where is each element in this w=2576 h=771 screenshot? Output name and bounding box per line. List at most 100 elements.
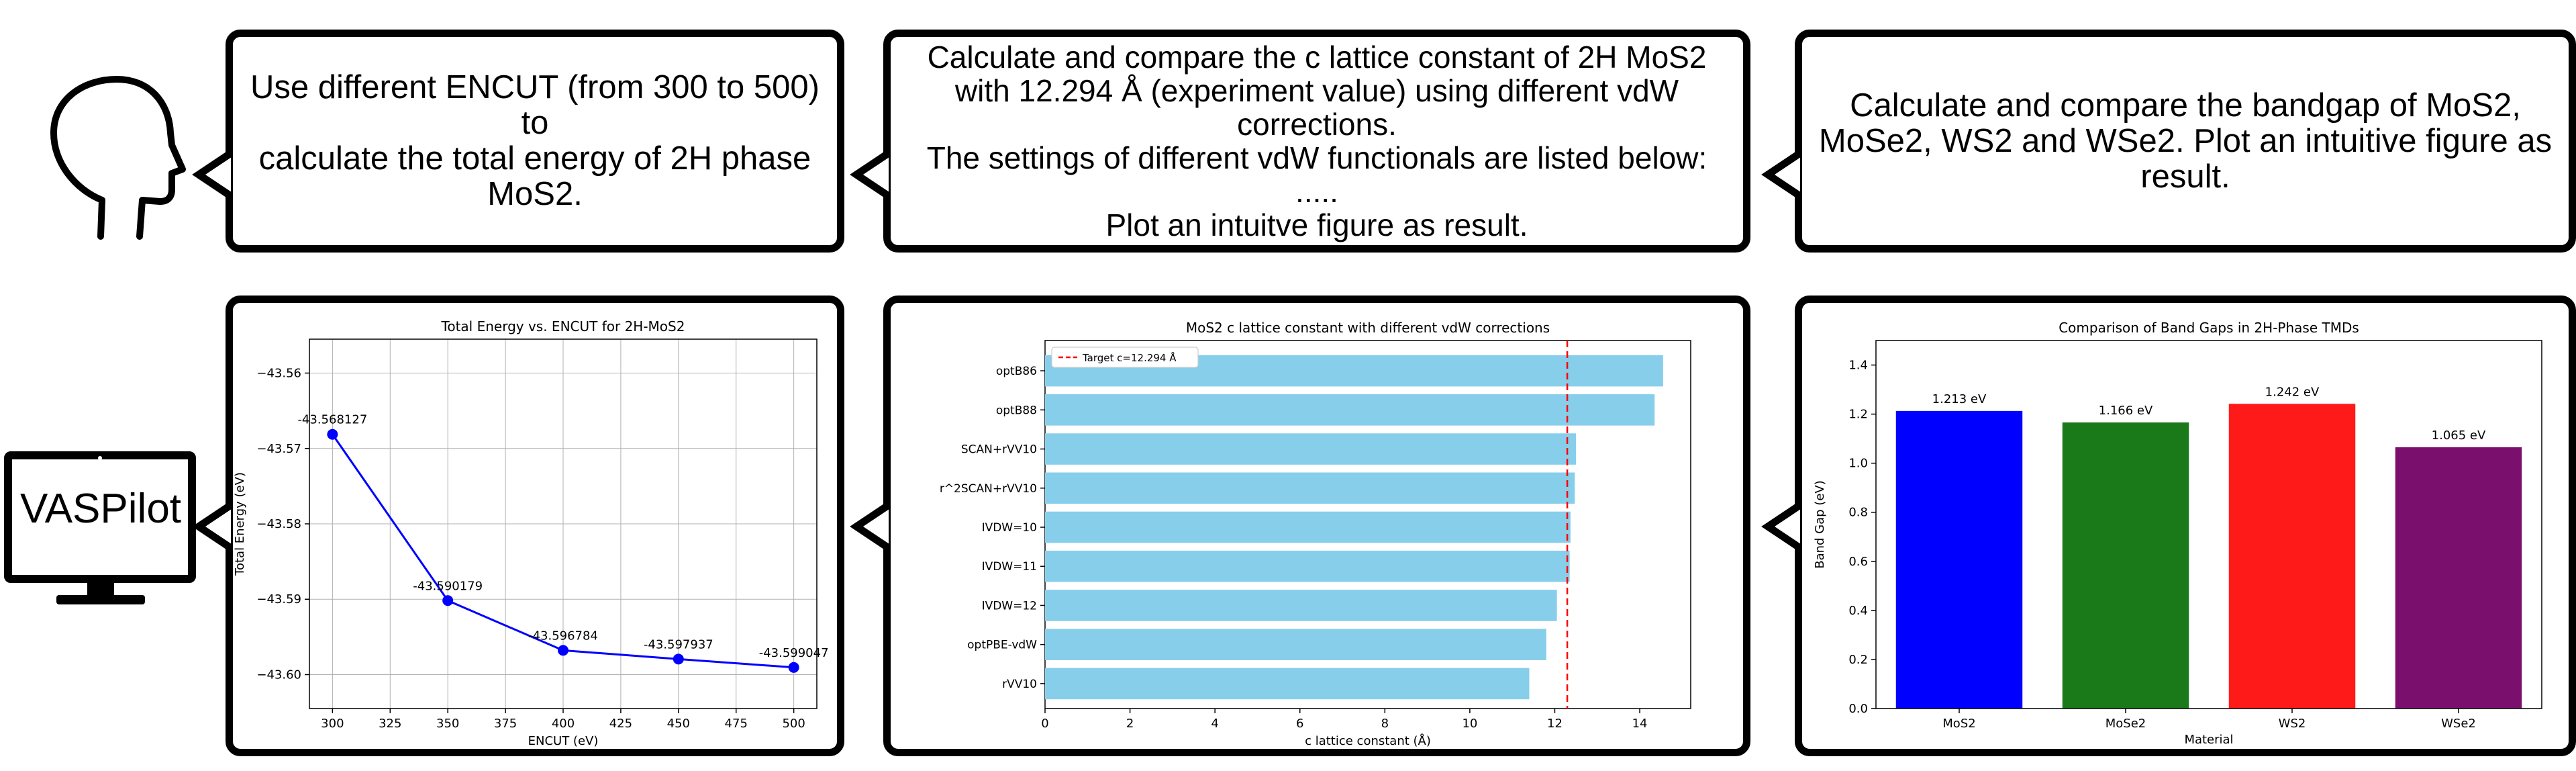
bar <box>2395 447 2522 709</box>
y-axis-label: Total Energy (eV) <box>233 472 247 576</box>
x-tick-label: 0 <box>1041 717 1048 731</box>
x-tick-label: 500 <box>782 717 805 731</box>
prompt-bubble-encut: Use different ENCUT (from 300 to 500) to… <box>226 30 844 253</box>
x-tick-label: 14 <box>1632 717 1648 731</box>
plot-frame <box>309 338 818 709</box>
prompt-line: with 12.294 Å (experiment value) using d… <box>954 73 1679 108</box>
data-point <box>327 428 338 440</box>
y-axis-label: Band Gap (eV) <box>1813 480 1827 569</box>
data-point <box>788 662 799 673</box>
computer-monitor-icon <box>4 451 196 604</box>
prompt-line: The settings of different vdW functional… <box>926 140 1707 175</box>
prompt-bubble-bandgap: Calculate and compare the bandgap of MoS… <box>1795 30 2576 253</box>
y-tick-label: −43.56 <box>256 367 301 381</box>
x-tick-label: 4 <box>1211 717 1218 731</box>
x-axis-label: ENCUT (eV) <box>528 734 599 748</box>
prompt-line: MoS2. <box>487 176 583 212</box>
y-tick-label: 0.6 <box>1848 555 1868 569</box>
x-tick-label: 300 <box>321 717 344 731</box>
data-label: -43.596784 <box>528 629 598 643</box>
y-tick-label: optB88 <box>996 404 1037 417</box>
x-tick-label: 6 <box>1296 717 1303 731</box>
x-tick-label: WS2 <box>2279 717 2306 731</box>
x-tick-label: 350 <box>436 717 459 731</box>
y-tick-label: optPBE-vdW <box>967 639 1037 652</box>
bar <box>2228 404 2356 709</box>
human-head-icon <box>50 76 186 240</box>
data-label: -43.597937 <box>644 637 713 651</box>
bar <box>1045 590 1557 621</box>
prompt-line: calculate the total energy of 2H phase <box>258 140 811 177</box>
bar <box>1045 550 1570 582</box>
x-tick-label: 450 <box>667 717 690 731</box>
y-tick-label: rVV10 <box>1002 678 1037 691</box>
bar <box>1045 394 1655 426</box>
prompt-line: result. <box>2140 158 2230 195</box>
bar <box>1045 472 1575 504</box>
y-tick-label: optB86 <box>996 365 1037 378</box>
y-tick-label: SCAN+rVV10 <box>961 443 1037 457</box>
y-tick-label: IVDW=11 <box>982 560 1037 574</box>
y-tick-label: 0.4 <box>1848 604 1868 618</box>
data-label: 1.242 eV <box>2265 385 2320 399</box>
prompt-line: Use different ENCUT (from 300 to 500) to <box>250 69 820 141</box>
prompt-line: MoSe2, WS2 and WSe2. Plot an intuitive f… <box>1818 122 2553 159</box>
bar <box>1045 668 1530 700</box>
y-tick-label: 1.2 <box>1848 408 1868 422</box>
bar <box>1045 433 1577 465</box>
bubble-tail <box>850 502 891 551</box>
bubble-tail <box>192 502 234 551</box>
y-tick-label: −43.58 <box>256 517 301 531</box>
plot-frame <box>1875 340 2542 709</box>
data-point <box>673 653 684 665</box>
x-tick-label: 10 <box>1462 717 1477 731</box>
data-label: -43.599047 <box>759 646 829 660</box>
y-tick-label: 0.0 <box>1848 702 1868 716</box>
energy-line-chart: 300 325 350 375 400 425 450 475 500 −43.56 −43.57 −… <box>233 318 829 748</box>
y-tick-label: IVDW=10 <box>982 521 1037 535</box>
agent-label: VASPilot <box>19 486 182 532</box>
legend-box <box>1051 347 1199 368</box>
prompt-bubble-vdw: Calculate and compare the c lattice cons… <box>883 30 1750 253</box>
y-tick-label: 0.2 <box>1848 653 1868 667</box>
x-tick-label: 375 <box>494 717 517 731</box>
data-label: -43.568127 <box>297 413 367 427</box>
y-tick-label: r^2SCAN+rVV10 <box>940 482 1037 496</box>
x-tick-label: 8 <box>1381 717 1389 731</box>
data-label: -43.590179 <box>413 579 483 593</box>
chart-title: Total Energy vs. ENCUT for 2H-MoS2 <box>441 318 685 334</box>
bandgap-bar-chart: 0.0 0.2 0.4 0.6 0.8 1.0 1.2 1.4 1.213 eV MoS2 1.16… <box>1813 320 2542 747</box>
bubble-tail <box>850 150 891 199</box>
y-tick-label: −43.59 <box>256 592 301 606</box>
x-tick-label: MoS2 <box>1942 717 1975 731</box>
y-tick-label: IVDW=12 <box>982 599 1037 613</box>
data-label: 1.065 eV <box>2432 428 2486 443</box>
bubble-tail <box>1761 502 1803 551</box>
data-label: 1.166 eV <box>2099 404 2153 418</box>
bubble-tail <box>1761 150 1803 199</box>
y-tick-label: 0.8 <box>1848 506 1868 520</box>
y-tick-label: −43.57 <box>256 442 301 456</box>
lattice-bar-chart: optB86 optB88 SCAN+rVV10 r^2SCAN+rVV10 IVDW=… <box>940 320 1691 748</box>
x-axis-label: Material <box>2184 733 2233 747</box>
prompt-line: Calculate and compare the c lattice cons… <box>927 40 1707 75</box>
x-tick-label: MoSe2 <box>2106 717 2146 731</box>
data-label: 1.213 eV <box>1932 392 1987 406</box>
legend-label: Target c=12.294 Å <box>1082 351 1177 364</box>
prompt-line: Plot an intuitve figure as result. <box>1105 208 1528 242</box>
bar <box>1045 511 1571 543</box>
x-tick-label: 12 <box>1547 717 1563 731</box>
bar <box>1045 629 1546 660</box>
data-point <box>558 645 568 656</box>
y-tick-label: −43.60 <box>256 668 301 682</box>
result-bubble-energy <box>226 296 844 756</box>
bar <box>2062 422 2189 709</box>
prompt-line: corrections. <box>1237 107 1397 142</box>
chart-title: MoS2 c lattice constant with different v… <box>1186 320 1550 336</box>
data-point <box>442 595 454 606</box>
prompt-line: ..... <box>1295 174 1338 209</box>
x-tick-label: WSe2 <box>2441 717 2476 731</box>
x-tick-label: 2 <box>1126 717 1134 731</box>
y-tick-label: 1.0 <box>1848 457 1868 471</box>
x-tick-label: 475 <box>725 717 748 731</box>
